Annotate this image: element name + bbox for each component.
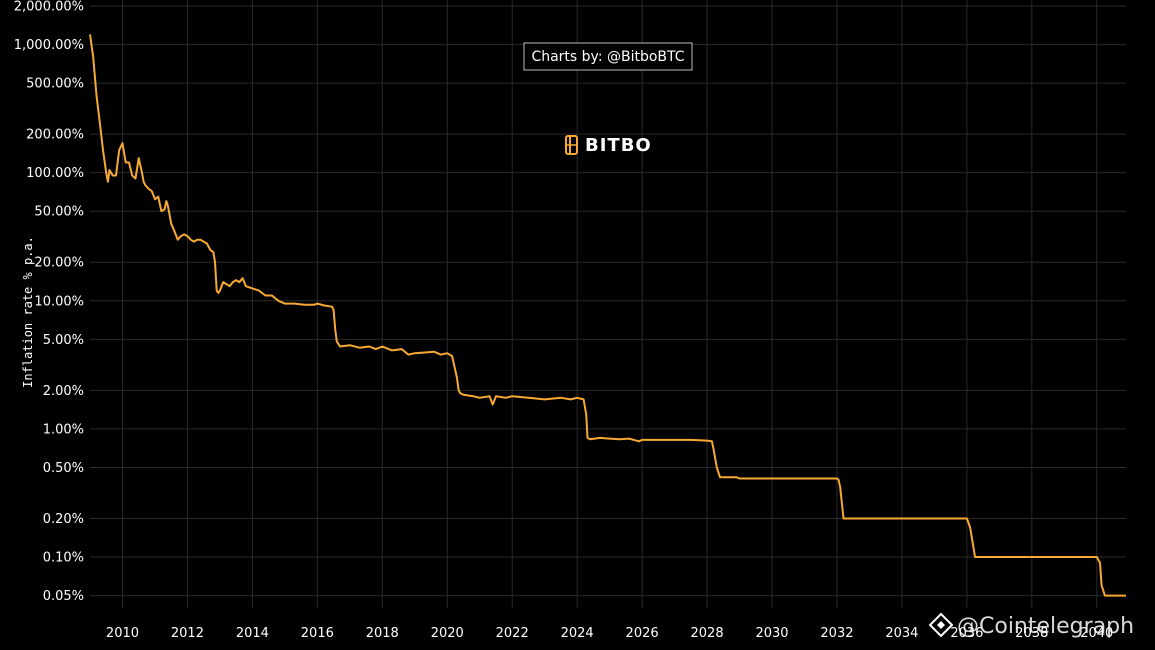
y-tick-label: 50.00% bbox=[34, 205, 84, 220]
y-tick-label: 0.20% bbox=[43, 512, 84, 527]
x-tick-label: 2012 bbox=[171, 626, 204, 641]
x-tick-label: 2028 bbox=[691, 626, 724, 641]
cointelegraph-watermark: @Cointelegraph bbox=[928, 612, 1134, 639]
y-axis-title: Inflation rate % p.a. bbox=[21, 236, 35, 388]
y-tick-label: 5.00% bbox=[43, 333, 84, 348]
series-line-inflation bbox=[89, 34, 1126, 597]
y-tick-label: 20.00% bbox=[34, 256, 84, 271]
x-tick-label: 2018 bbox=[366, 626, 399, 641]
y-axis-tick-labels: 2,000.00% 1,000.00% 500.00% 200.00% 100.00% 5… bbox=[14, 0, 84, 604]
y-tick-label: 0.10% bbox=[43, 551, 84, 566]
credit-text: Charts by: @BitboBTC bbox=[531, 49, 684, 65]
y-tick-label: 0.50% bbox=[43, 461, 84, 476]
y-tick-label: 2,000.00% bbox=[14, 0, 84, 15]
y-tick-label: 100.00% bbox=[26, 166, 84, 181]
y-tick-label: 10.00% bbox=[34, 294, 84, 309]
y-tick-label: 2.00% bbox=[43, 384, 84, 399]
bitbo-logo-text: BITBO bbox=[585, 135, 652, 156]
y-tick-label: 1.00% bbox=[43, 422, 84, 437]
y-tick-label: 200.00% bbox=[26, 128, 84, 143]
x-tick-label: 2016 bbox=[301, 626, 334, 641]
x-gridlines bbox=[121, 0, 1098, 608]
y-tick-label: 0.05% bbox=[43, 589, 84, 604]
x-tick-label: 2032 bbox=[820, 626, 853, 641]
y-tick-label: 1,000.00% bbox=[14, 38, 84, 53]
x-tick-label: 2020 bbox=[431, 626, 464, 641]
y-gridlines bbox=[90, 5, 1126, 597]
x-tick-label: 2026 bbox=[626, 626, 659, 641]
x-tick-label: 2038 bbox=[1015, 626, 1048, 641]
x-tick-label: 2010 bbox=[106, 626, 139, 641]
x-tick-label: 2040 bbox=[1080, 626, 1113, 641]
y-tick-label: 500.00% bbox=[26, 77, 84, 92]
x-axis-tick-labels: 2010 2012 2014 2016 2018 2020 2022 2024 2026 2028… bbox=[106, 626, 1113, 641]
x-tick-label: 2014 bbox=[236, 626, 269, 641]
credit-box-border bbox=[523, 42, 693, 71]
cointelegraph-watermark-text: @Cointelegraph bbox=[957, 614, 1134, 639]
x-tick-label: 2036 bbox=[950, 626, 983, 641]
x-tick-label: 2022 bbox=[496, 626, 529, 641]
bitbo-logo-icon bbox=[565, 135, 578, 155]
bitbo-logo: BITBO bbox=[565, 135, 652, 156]
diamond-icon bbox=[928, 612, 954, 638]
x-tick-label: 2034 bbox=[885, 626, 918, 641]
credit-box: Charts by: @BitboBTC bbox=[523, 42, 693, 71]
x-tick-label: 2024 bbox=[561, 626, 594, 641]
x-tick-label: 2030 bbox=[755, 626, 788, 641]
